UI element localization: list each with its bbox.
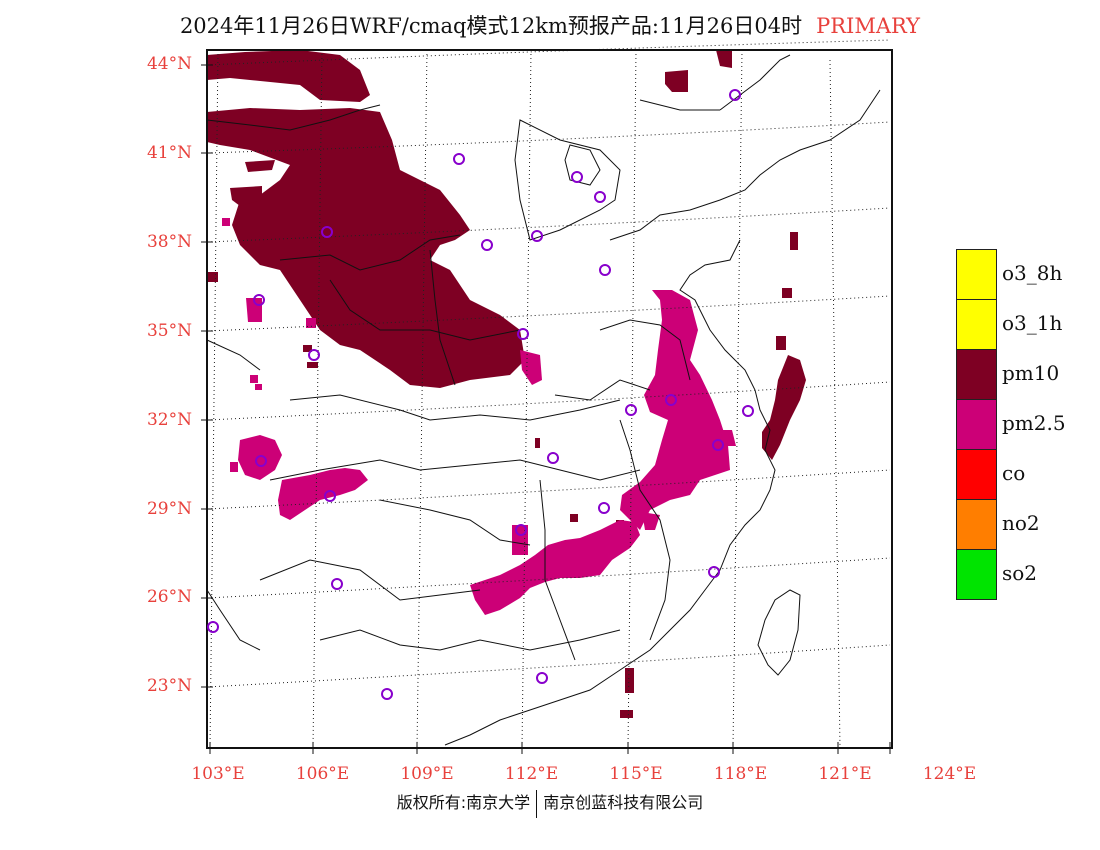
legend-label: pm2.5: [1002, 411, 1066, 435]
copyright-left: 版权所有:南京大学: [396, 793, 531, 812]
latitude-label: 26°N: [146, 587, 192, 608]
latitude-label: 44°N: [146, 54, 192, 74]
legend-label: o3_1h: [1002, 311, 1063, 335]
station-marker: [708, 566, 720, 578]
latitude-label: 38°N: [146, 231, 192, 252]
legend-label: so2: [1002, 561, 1038, 585]
station-marker: [255, 455, 267, 467]
station-marker: [712, 439, 724, 451]
longitude-label: 106°E: [295, 764, 350, 784]
legend-swatch: [956, 549, 997, 600]
station-marker: [531, 230, 543, 242]
station-marker: [253, 294, 265, 306]
footer-separator: [536, 789, 538, 818]
longitude-label: 121°E: [818, 764, 872, 784]
legend-swatch: [956, 399, 997, 450]
longitude-label: 112°E: [504, 764, 559, 784]
station-marker: [453, 153, 465, 165]
legend-label: co: [1002, 461, 1026, 485]
legend-swatch: [956, 349, 997, 400]
station-marker: [594, 191, 606, 203]
title-text: 2024年11月26日WRF/cmaq模式12km预报产品:11月26日04时: [179, 14, 803, 38]
primary-pollutant-label: PRIMARY: [816, 14, 921, 38]
legend-label: no2: [1002, 511, 1040, 535]
station-marker: [308, 349, 320, 361]
axis-ticks: [201, 64, 891, 754]
map-frame: [206, 49, 893, 749]
longitude-label: 103°E: [191, 764, 245, 784]
station-markers: [207, 89, 754, 700]
pm10-region: [207, 50, 806, 718]
pm25-region: [222, 218, 736, 615]
station-marker: [665, 394, 677, 406]
latitude-label: 41°N: [146, 142, 192, 163]
latitude-label: 32°N: [146, 409, 192, 430]
legend-swatch: [956, 249, 997, 300]
station-marker: [536, 672, 548, 684]
longitude-label: 118°E: [713, 764, 768, 784]
station-marker: [625, 404, 637, 416]
station-marker: [517, 328, 529, 340]
station-marker: [381, 688, 393, 700]
station-marker: [547, 452, 559, 464]
station-marker: [331, 578, 343, 590]
copyright-right: 南京创蓝科技有限公司: [543, 793, 704, 812]
latitude-label: 35°N: [146, 320, 192, 341]
station-marker: [742, 405, 754, 417]
longitude-label: 124°E: [922, 764, 977, 784]
station-marker: [207, 621, 219, 633]
legend-swatch: [956, 449, 997, 500]
station-marker: [571, 171, 583, 183]
longitude-label: 109°E: [400, 764, 454, 784]
longitude-label: 115°E: [609, 764, 663, 784]
map-title: 2024年11月26日WRF/cmaq模式12km预报产品:11月26日04时 P…: [0, 10, 1100, 40]
legend-label: o3_8h: [1002, 261, 1063, 285]
station-marker: [599, 264, 611, 276]
boundaries: [206, 54, 881, 746]
latitude-label: 29°N: [146, 498, 192, 519]
station-marker: [324, 490, 336, 502]
station-marker: [515, 524, 527, 536]
legend-swatch: [956, 499, 997, 550]
latitude-label: 23°N: [146, 676, 192, 697]
graticule: [206, 39, 891, 749]
legend-label: pm10: [1002, 361, 1060, 385]
station-marker: [481, 239, 493, 251]
legend-swatch: [956, 299, 997, 350]
station-marker: [729, 89, 741, 101]
station-marker: [321, 226, 333, 238]
station-marker: [598, 502, 610, 514]
copyright-footer: 版权所有:南京大学 南京创蓝科技有限公司: [0, 789, 1100, 818]
